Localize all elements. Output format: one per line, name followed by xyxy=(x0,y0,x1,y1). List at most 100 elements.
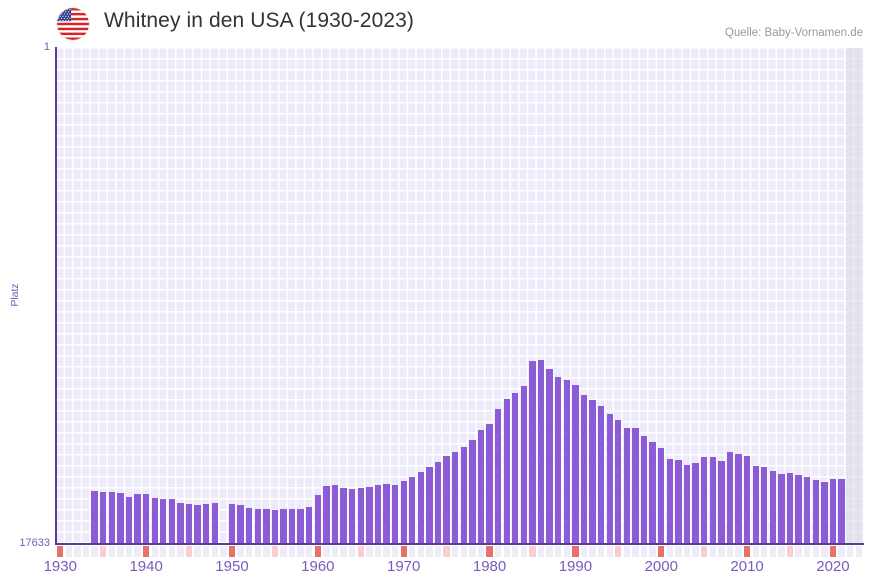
bar[interactable] xyxy=(675,460,682,544)
bar[interactable] xyxy=(640,435,648,544)
bar[interactable] xyxy=(709,457,716,544)
bar[interactable] xyxy=(606,413,613,544)
bar[interactable] xyxy=(452,452,459,544)
bar[interactable] xyxy=(555,377,562,544)
bar[interactable] xyxy=(563,380,570,544)
bar[interactable] xyxy=(134,494,141,544)
bar[interactable] xyxy=(185,504,193,544)
bar[interactable] xyxy=(735,453,742,544)
x-tick-mark xyxy=(417,546,425,557)
bar[interactable] xyxy=(460,446,467,544)
bar[interactable] xyxy=(91,490,98,544)
bar[interactable] xyxy=(280,509,287,544)
x-axis-line xyxy=(55,543,864,545)
x-tick-mark xyxy=(108,546,115,557)
bar[interactable] xyxy=(752,465,759,544)
bar[interactable] xyxy=(683,464,691,544)
x-tick-mark xyxy=(795,546,802,557)
bar[interactable] xyxy=(537,360,545,544)
x-tick-mark xyxy=(726,546,734,557)
x-tick-label: 2010 xyxy=(730,558,764,575)
bar[interactable] xyxy=(572,384,579,544)
bar[interactable] xyxy=(615,420,622,544)
bar[interactable] xyxy=(349,488,356,544)
bar[interactable] xyxy=(314,494,321,544)
bar[interactable] xyxy=(374,484,382,544)
bar[interactable] xyxy=(323,486,330,544)
bar[interactable] xyxy=(331,485,339,544)
x-tick-mark xyxy=(297,546,304,557)
bar[interactable] xyxy=(108,492,115,544)
bar[interactable] xyxy=(589,399,596,544)
bar[interactable] xyxy=(100,492,107,544)
bar[interactable] xyxy=(494,408,502,544)
bar[interactable] xyxy=(520,386,528,544)
bar[interactable] xyxy=(142,494,150,544)
bar[interactable] xyxy=(160,499,167,544)
bar[interactable] xyxy=(503,399,510,544)
bar[interactable] xyxy=(838,478,845,544)
x-tick-mark xyxy=(82,546,90,557)
bar[interactable] xyxy=(306,506,313,544)
bar[interactable] xyxy=(597,405,605,544)
x-tick-label: 1950 xyxy=(215,558,249,575)
bar[interactable] xyxy=(795,475,802,544)
x-tick-label: 1940 xyxy=(129,558,163,575)
bar[interactable] xyxy=(151,497,158,544)
bar[interactable] xyxy=(580,395,588,544)
bar[interactable] xyxy=(812,480,819,544)
bar[interactable] xyxy=(821,481,828,544)
bar[interactable] xyxy=(829,479,837,544)
bar[interactable] xyxy=(658,448,665,544)
bar[interactable] xyxy=(263,509,270,544)
bar[interactable] xyxy=(228,503,236,544)
bar[interactable] xyxy=(718,460,725,544)
bar[interactable] xyxy=(177,502,184,544)
bar[interactable] xyxy=(117,493,124,544)
bar[interactable] xyxy=(340,488,347,544)
x-tick-mark xyxy=(675,546,682,557)
bar[interactable] xyxy=(529,361,536,544)
bar[interactable] xyxy=(649,442,656,544)
bar[interactable] xyxy=(443,455,450,544)
bar[interactable] xyxy=(486,423,493,544)
bar[interactable] xyxy=(546,369,553,544)
bar[interactable] xyxy=(245,508,253,544)
bar[interactable] xyxy=(512,393,519,544)
bar[interactable] xyxy=(168,499,176,544)
bar[interactable] xyxy=(743,456,751,544)
bar[interactable] xyxy=(761,467,768,544)
bar[interactable] xyxy=(769,470,777,544)
bar[interactable] xyxy=(804,477,811,544)
bar[interactable] xyxy=(417,471,425,544)
bar[interactable] xyxy=(477,430,485,544)
bar[interactable] xyxy=(391,484,399,544)
bar[interactable] xyxy=(383,484,390,544)
bar[interactable] xyxy=(254,509,261,544)
bar[interactable] xyxy=(434,461,442,544)
bar[interactable] xyxy=(469,439,476,544)
bar[interactable] xyxy=(194,505,201,544)
x-tick-mark xyxy=(460,546,467,557)
bar[interactable] xyxy=(726,452,734,544)
bar[interactable] xyxy=(271,509,279,544)
bar[interactable] xyxy=(700,457,708,544)
bar[interactable] xyxy=(426,466,433,544)
bar[interactable] xyxy=(400,480,407,544)
bar[interactable] xyxy=(632,427,639,544)
bar[interactable] xyxy=(409,476,416,544)
bar[interactable] xyxy=(203,503,210,544)
bar[interactable] xyxy=(125,496,133,544)
bar[interactable] xyxy=(786,472,794,544)
bar[interactable] xyxy=(778,473,785,544)
bar[interactable] xyxy=(357,487,364,544)
bar[interactable] xyxy=(366,486,373,544)
bar[interactable] xyxy=(297,508,304,544)
bar[interactable] xyxy=(237,505,244,544)
bar[interactable] xyxy=(623,427,631,544)
bar[interactable] xyxy=(288,508,296,544)
x-tick-mark xyxy=(615,546,622,557)
bar[interactable] xyxy=(666,458,673,544)
bar[interactable] xyxy=(211,502,218,544)
bar[interactable] xyxy=(692,463,699,544)
